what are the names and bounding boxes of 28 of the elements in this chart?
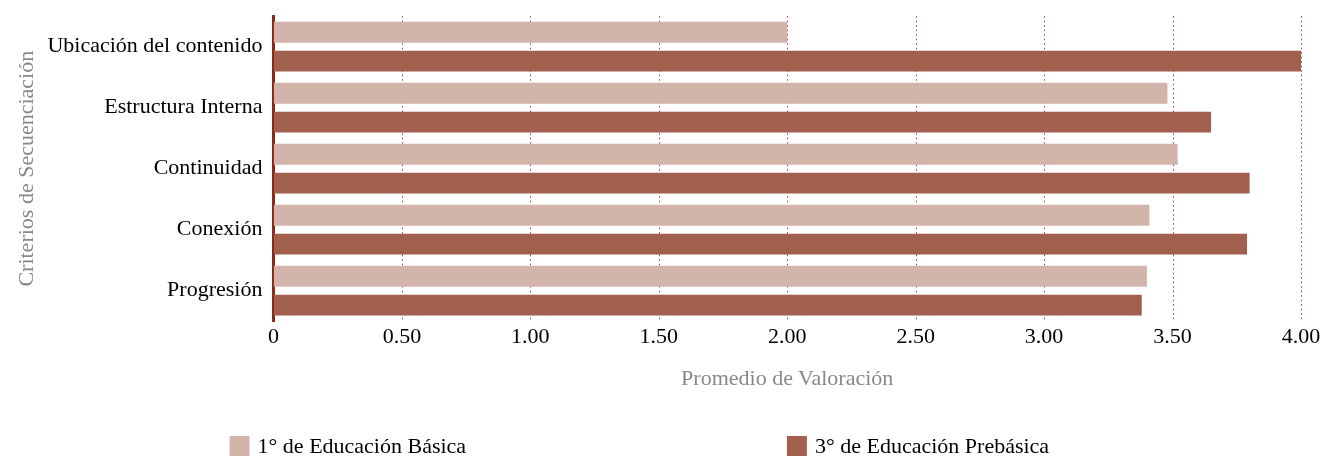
bar bbox=[273, 143, 1178, 165]
legend-label: 1° de Educación Básica bbox=[257, 432, 467, 458]
bar bbox=[273, 265, 1147, 287]
x-tick-label: 0 bbox=[267, 323, 279, 349]
bar bbox=[273, 172, 1250, 194]
x-tick-label: 1.00 bbox=[511, 323, 550, 349]
x-tick-label: 2.50 bbox=[896, 323, 935, 349]
bar bbox=[273, 294, 1142, 316]
bar bbox=[273, 82, 1168, 104]
bar bbox=[273, 21, 788, 43]
bar bbox=[273, 204, 1150, 226]
y-tick-label: Continuidad bbox=[153, 154, 263, 180]
y-tick-label: Ubicación del contenido bbox=[47, 32, 263, 58]
x-axis-title: Promedio de Valoración bbox=[681, 364, 894, 390]
x-tick-label: 3.00 bbox=[1024, 323, 1064, 349]
bar bbox=[273, 233, 1248, 255]
y-tick-label: Progresión bbox=[167, 276, 263, 302]
x-tick-label: 2.00 bbox=[767, 323, 807, 349]
y-tick-label: Estructura Interna bbox=[104, 93, 263, 119]
x-tick-label: 1.50 bbox=[639, 323, 679, 349]
x-tick-label: 3.50 bbox=[1153, 323, 1192, 349]
x-tick-label: 4.00 bbox=[1281, 323, 1321, 349]
bar bbox=[273, 111, 1212, 133]
y-tick-label: Conexión bbox=[176, 215, 263, 241]
y-axis-title: Criterios de Secuenciación bbox=[12, 50, 38, 287]
legend-label: 3° de Educación Prebásica bbox=[814, 432, 1050, 458]
x-tick-label: 0.50 bbox=[382, 323, 422, 349]
bar bbox=[273, 50, 1301, 72]
